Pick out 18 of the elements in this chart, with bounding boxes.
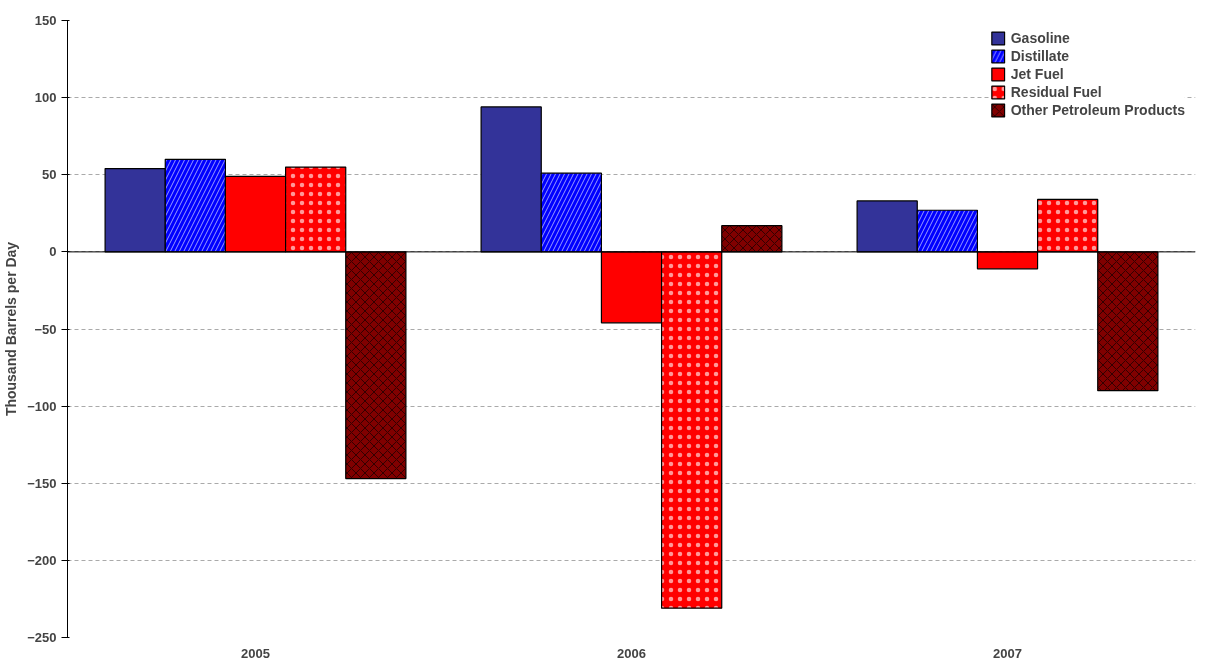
- y-tick-label: −150: [27, 475, 57, 491]
- y-tick-label: 100: [34, 90, 57, 106]
- y-tick-label: −250: [27, 630, 57, 645]
- legend-label: Gasoline: [1010, 30, 1070, 46]
- y-tick-label: 0: [49, 244, 57, 260]
- x-tick-label: 2007: [993, 645, 1022, 661]
- legend-label: Jet Fuel: [1010, 66, 1064, 82]
- x-tick-label: 2006: [617, 645, 646, 661]
- y-tick-label: −100: [27, 398, 57, 414]
- legend-label: Residual Fuel: [1010, 84, 1102, 100]
- x-tick-label: 2005: [241, 645, 270, 661]
- y-tick-label: 50: [42, 167, 57, 183]
- y-tick-label: −200: [27, 552, 57, 568]
- y-axis-title: Thousand Barrels per Day: [3, 241, 20, 417]
- legend-label: Distillate: [1010, 48, 1070, 64]
- y-tick-label: −50: [34, 321, 57, 337]
- legend-label: Other Petroleum Products: [1010, 102, 1185, 118]
- y-tick-label: 150: [34, 13, 57, 28]
